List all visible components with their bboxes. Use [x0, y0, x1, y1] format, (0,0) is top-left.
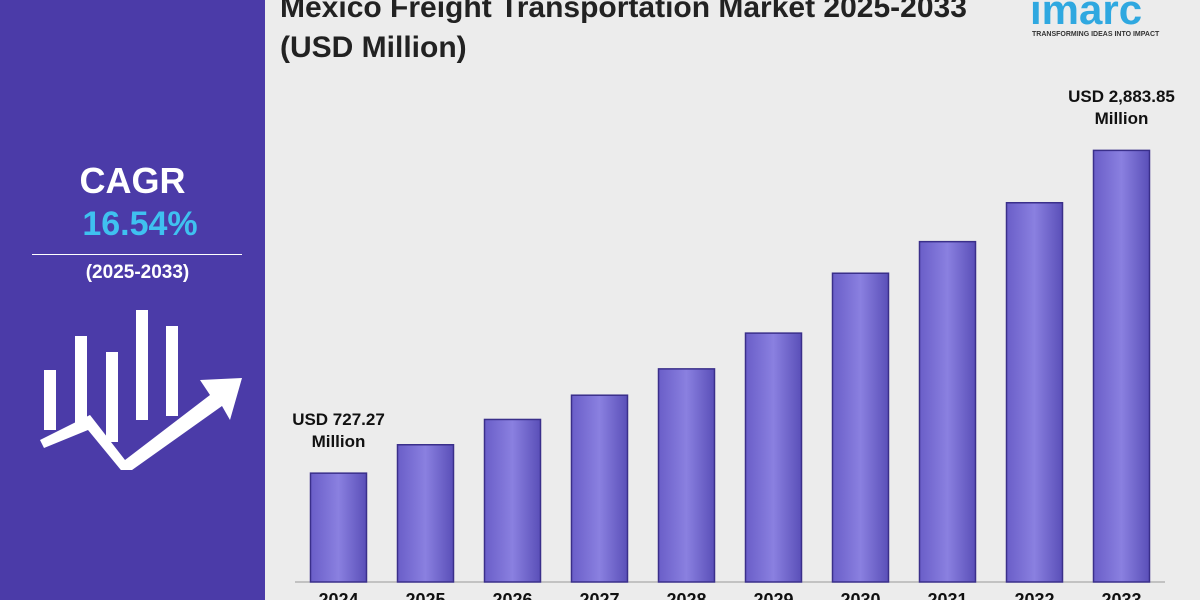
bar [657, 368, 716, 583]
chart-title: Mexico Freight Transportation Market 202… [280, 0, 967, 64]
value-label: USD 2,883.85 Million [1068, 87, 1175, 129]
divider [32, 254, 242, 255]
x-tick-label: 2025 [405, 590, 445, 600]
bar [744, 332, 803, 583]
bar [918, 240, 977, 583]
x-tick-label: 2024 [318, 590, 358, 600]
logo-tagline: TRANSFORMING IDEAS INTO IMPACT [1032, 31, 1160, 38]
sidebar: CAGR 16.54% (2025-2033) [0, 0, 265, 600]
cagr-period: (2025-2033) [85, 262, 190, 283]
bar [309, 472, 368, 583]
value-label: USD 727.27 Million [292, 410, 385, 452]
bar [1092, 149, 1151, 583]
bar [570, 394, 629, 583]
logo: imarc [1030, 0, 1143, 33]
bar [831, 272, 890, 583]
growth-icon [40, 310, 242, 470]
x-tick-label: 2032 [1014, 590, 1054, 600]
x-tick-label: 2026 [492, 590, 532, 600]
x-tick-label: 2027 [579, 590, 619, 600]
x-tick-label: 2028 [666, 590, 706, 600]
cagr-label: CAGR [79, 160, 186, 201]
bar [396, 444, 455, 583]
x-tick-label: 2030 [840, 590, 880, 600]
bar [1005, 201, 1064, 583]
cagr-value: 16.54% [82, 205, 198, 243]
bar [483, 418, 542, 583]
x-tick-label: 2029 [753, 590, 793, 600]
x-tick-label: 2033 [1101, 590, 1141, 600]
x-tick-label: 2031 [927, 590, 967, 600]
